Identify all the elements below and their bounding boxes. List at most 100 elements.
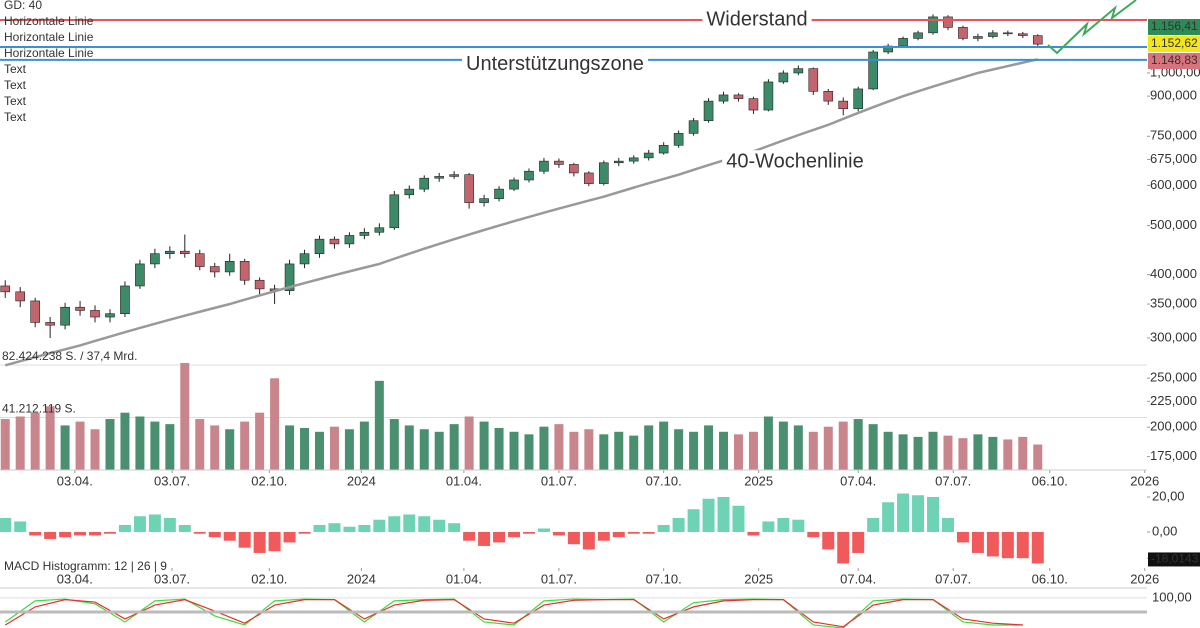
stoch-panel [0,598,1147,628]
volume-bar [389,419,399,470]
macd-bar [463,531,476,541]
macd-bar [897,493,910,532]
macd-bar [702,498,715,532]
moving-average [4,58,1039,367]
volume-bar [958,438,968,470]
legend-entry: Text [4,94,27,108]
macd-bar [642,531,655,534]
candle-body [928,16,938,34]
macd-bar [672,517,685,532]
volume-bar [270,378,280,470]
macd-bar [208,531,221,538]
candle-body [329,238,340,245]
macd-bar [1016,531,1029,559]
macd-bar [403,514,416,532]
volume-bar [883,431,893,470]
macd-bar [313,524,326,532]
volume-bar [569,431,579,470]
overlay: 1,000,000900,000750,000675,000600,000500… [2,0,1200,604]
macd-bar [792,519,805,532]
macd-bar [418,516,431,532]
volume-bar [210,425,220,470]
macd-bar [328,523,341,532]
volume-bar [75,421,85,470]
candle-body [30,300,40,323]
candle-body [284,263,295,291]
x-tick-label: 02.10. [251,473,287,488]
candle-body [509,179,519,190]
volume-bar [195,419,205,470]
macd-tick-label: 20,00 [1152,488,1185,503]
macd-bar [448,523,461,532]
volume-bar [240,421,250,470]
annotation-bg [702,8,812,31]
macd-bar [373,519,386,532]
candle-body [314,238,325,254]
macd-bar [986,531,999,557]
x-tick-label: 03.07. [154,473,190,488]
x-tick-label: 03.04. [57,473,93,488]
legend-entry: Text [4,78,27,92]
volume-bar [419,429,429,470]
candle-body [180,250,190,254]
candle-body [838,100,849,110]
x-tick-label: 07.10. [646,571,682,586]
candle-body [569,164,579,174]
candle-body [524,170,534,181]
volume-bar [314,431,324,470]
volume-bar [509,431,519,470]
volume-bar [524,434,534,470]
macd-bar [657,524,670,532]
candle-body [973,36,983,39]
candle-body [958,27,968,39]
candle-body [120,285,130,315]
volume-bar [45,406,55,470]
macd-bar [717,496,730,532]
candle-body [135,263,145,287]
stoch-line [4,599,1023,628]
macd-bar [912,495,925,532]
macd-bar [747,531,760,536]
candle-body [494,188,504,199]
x-tick-label: 2026 [1130,473,1159,488]
candle-body [554,160,564,165]
price-label-box [1148,19,1200,35]
volume-bar [689,431,699,470]
y-tick-label: 350,000 [1150,296,1197,311]
legend-entry: Horizontale Linie [4,14,94,28]
candle-body [479,198,489,203]
macd-bar [493,531,506,543]
candle-body [359,231,370,236]
candle-body [254,279,265,290]
volume-bar [255,412,265,470]
x-tick-label: 07.07. [935,571,971,586]
volume-bar [928,431,938,470]
candle-body [0,285,11,293]
macd-bar [1031,531,1044,564]
volume-bar [225,429,235,470]
volume-bar [135,416,145,470]
volume-bar [599,434,609,470]
candle-body [688,120,699,134]
annotation: Unterstützungszone [466,53,644,75]
candle-body [748,98,759,111]
candle-body [1003,32,1013,35]
candle-body [389,194,400,229]
macd-bar [537,528,550,532]
x-tick-label: 06.10. [1032,473,1068,488]
volume-bar [449,424,459,470]
volume-bar [823,426,833,470]
y-tick-label: 600,000 [1150,177,1197,192]
candle-body [778,72,789,83]
candle-body [613,160,624,164]
candle-body [658,144,669,154]
y-tick-label: 250,000 [1150,370,1197,385]
volume-bar [374,380,384,470]
volume-bar [285,425,295,470]
x-tick-label: 2025 [744,571,773,586]
x-tick-label: 2024 [347,571,376,586]
volume-bar [60,425,70,470]
candle-body [584,172,594,184]
macd-bar [612,531,625,538]
